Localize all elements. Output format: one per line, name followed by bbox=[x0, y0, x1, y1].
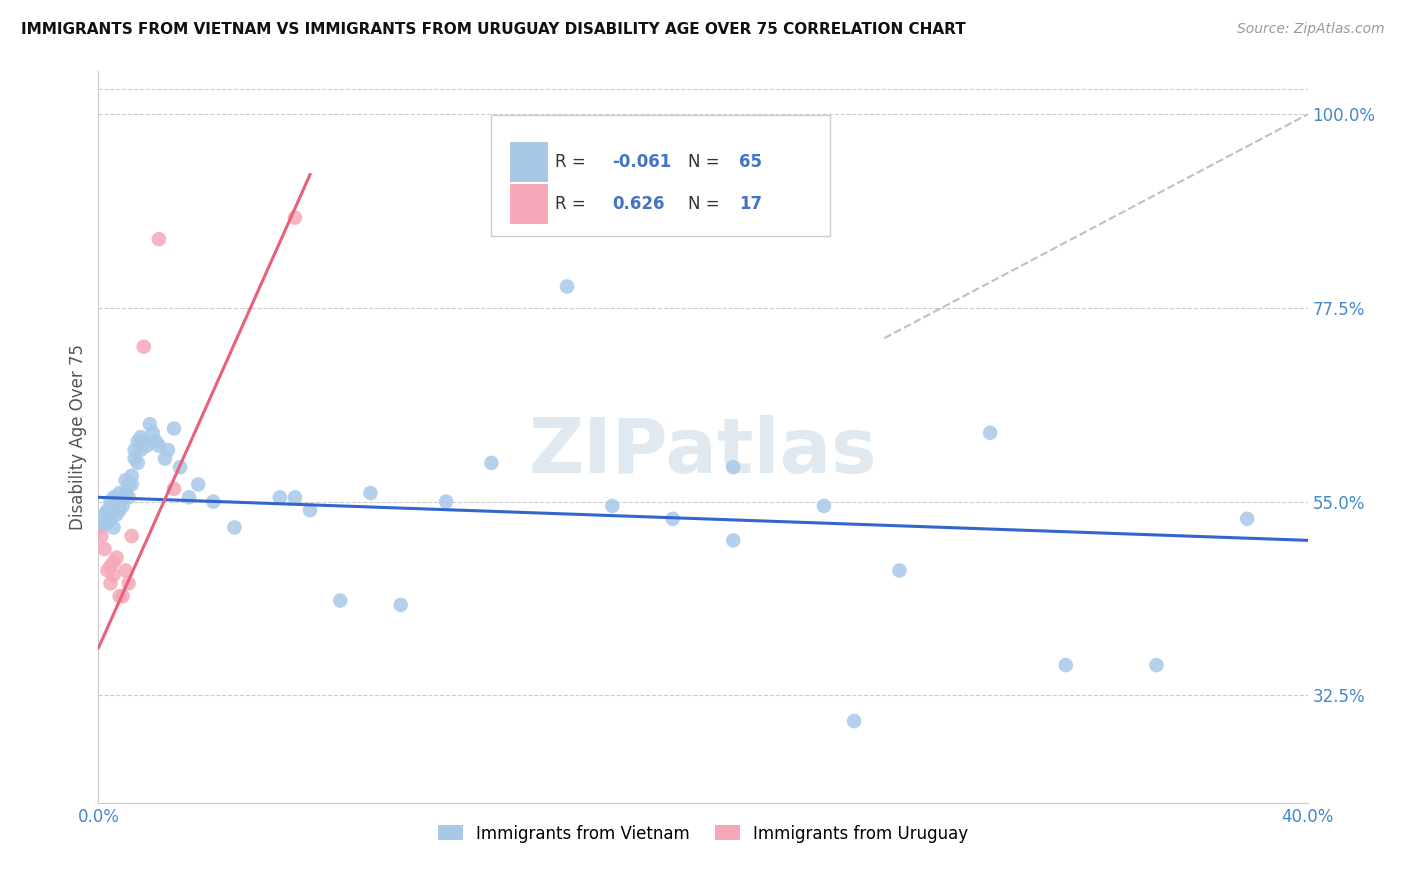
Point bbox=[100, 494, 122, 508]
Point bbox=[111, 491, 134, 505]
Point bbox=[142, 425, 165, 440]
Legend: Immigrants from Vietnam, Immigrants from Uruguay: Immigrants from Vietnam, Immigrants from… bbox=[432, 818, 974, 849]
Point bbox=[111, 589, 134, 603]
Point bbox=[153, 451, 176, 466]
Point bbox=[269, 491, 291, 505]
Point bbox=[100, 559, 122, 574]
Point bbox=[96, 516, 118, 530]
Point bbox=[124, 451, 146, 466]
Point bbox=[93, 541, 115, 556]
Point bbox=[90, 520, 112, 534]
Point bbox=[481, 456, 503, 470]
FancyBboxPatch shape bbox=[492, 115, 830, 235]
Point bbox=[360, 486, 382, 500]
Point bbox=[114, 486, 136, 500]
Point bbox=[129, 430, 152, 444]
Point bbox=[844, 714, 866, 728]
Point bbox=[723, 460, 745, 475]
Text: N =: N = bbox=[689, 195, 725, 213]
Point bbox=[979, 425, 1001, 440]
Point bbox=[602, 499, 624, 513]
Point bbox=[163, 482, 186, 496]
Point bbox=[723, 533, 745, 548]
Point bbox=[284, 211, 307, 225]
Point bbox=[156, 442, 179, 457]
Point bbox=[179, 491, 201, 505]
Point bbox=[224, 520, 246, 534]
Point bbox=[124, 442, 146, 457]
Point bbox=[105, 550, 128, 565]
Text: 17: 17 bbox=[740, 195, 762, 213]
Point bbox=[96, 564, 118, 578]
Point bbox=[121, 477, 143, 491]
Point bbox=[114, 473, 136, 487]
Point bbox=[100, 576, 122, 591]
Point bbox=[1236, 512, 1258, 526]
Point bbox=[284, 491, 307, 505]
FancyBboxPatch shape bbox=[509, 143, 548, 182]
Text: -0.061: -0.061 bbox=[613, 153, 672, 171]
Point bbox=[103, 491, 125, 505]
Point bbox=[118, 491, 141, 505]
Point bbox=[187, 477, 209, 491]
Point bbox=[96, 503, 118, 517]
Point bbox=[118, 576, 141, 591]
Point bbox=[389, 598, 412, 612]
Point bbox=[103, 567, 125, 582]
Point bbox=[127, 456, 149, 470]
Point bbox=[93, 508, 115, 522]
Point bbox=[90, 529, 112, 543]
Point bbox=[132, 340, 155, 354]
Point bbox=[889, 564, 911, 578]
Text: IMMIGRANTS FROM VIETNAM VS IMMIGRANTS FROM URUGUAY DISABILITY AGE OVER 75 CORREL: IMMIGRANTS FROM VIETNAM VS IMMIGRANTS FR… bbox=[21, 22, 966, 37]
Point bbox=[299, 503, 322, 517]
Point bbox=[118, 477, 141, 491]
Point bbox=[661, 512, 683, 526]
Text: ZIPatlas: ZIPatlas bbox=[529, 415, 877, 489]
Point bbox=[148, 232, 170, 246]
Point bbox=[148, 439, 170, 453]
FancyBboxPatch shape bbox=[509, 185, 548, 224]
Point bbox=[132, 434, 155, 449]
Point bbox=[105, 499, 128, 513]
Text: R =: R = bbox=[555, 195, 596, 213]
Point bbox=[108, 503, 131, 517]
Point bbox=[100, 512, 122, 526]
Point bbox=[1054, 658, 1077, 673]
Point bbox=[108, 494, 131, 508]
Point bbox=[145, 434, 167, 449]
Point bbox=[100, 508, 122, 522]
Point bbox=[103, 555, 125, 569]
Point bbox=[163, 421, 186, 435]
Point bbox=[169, 460, 191, 475]
Text: N =: N = bbox=[689, 153, 725, 171]
Point bbox=[121, 468, 143, 483]
Point bbox=[105, 508, 128, 522]
Point bbox=[329, 593, 352, 607]
Point bbox=[114, 564, 136, 578]
Point bbox=[108, 486, 131, 500]
Point bbox=[127, 434, 149, 449]
Point bbox=[202, 494, 225, 508]
Text: 0.626: 0.626 bbox=[613, 195, 665, 213]
Text: R =: R = bbox=[555, 153, 592, 171]
Point bbox=[555, 279, 578, 293]
Text: Source: ZipAtlas.com: Source: ZipAtlas.com bbox=[1237, 22, 1385, 37]
Point bbox=[93, 516, 115, 530]
Y-axis label: Disability Age Over 75: Disability Age Over 75 bbox=[69, 344, 87, 530]
Point bbox=[108, 589, 131, 603]
Text: 65: 65 bbox=[740, 153, 762, 171]
Point bbox=[813, 499, 835, 513]
Point bbox=[121, 529, 143, 543]
Point bbox=[103, 503, 125, 517]
Point bbox=[434, 494, 457, 508]
Point bbox=[105, 491, 128, 505]
Point bbox=[103, 520, 125, 534]
Point bbox=[111, 499, 134, 513]
Point bbox=[129, 442, 152, 457]
Point bbox=[135, 439, 157, 453]
Point bbox=[1144, 658, 1167, 673]
Point bbox=[139, 417, 162, 432]
